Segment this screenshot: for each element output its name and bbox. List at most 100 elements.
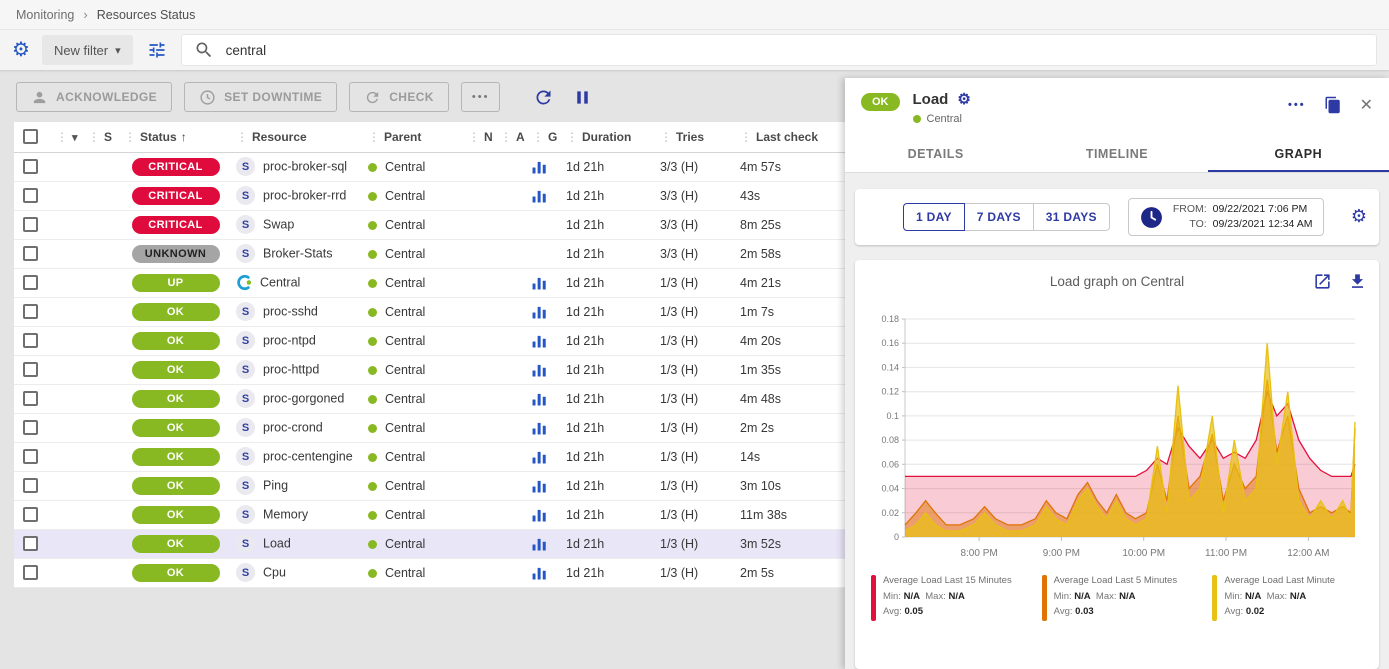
- graph-icon[interactable]: [532, 190, 547, 203]
- tune-filters-button[interactable]: [145, 38, 169, 62]
- row-checkbox[interactable]: [23, 333, 38, 349]
- acknowledge-button[interactable]: ACKNOWLEDGE: [16, 82, 173, 112]
- table-row[interactable]: OK S Ping Central 1d 21h 1/3 (H) 3m 10s: [14, 471, 845, 501]
- row-checkbox[interactable]: [23, 275, 38, 291]
- graph-icon[interactable]: [532, 277, 547, 290]
- column-header-last-check[interactable]: Last check: [756, 129, 819, 144]
- resource-name[interactable]: proc-broker-sql: [263, 159, 348, 174]
- from-to-picker[interactable]: FROM: 09/22/2021 7:06 PM TO: 09/23/2021 …: [1127, 198, 1324, 237]
- download-icon[interactable]: [1348, 272, 1367, 291]
- row-checkbox[interactable]: [23, 159, 38, 175]
- copy-link-button[interactable]: [1322, 94, 1344, 116]
- row-checkbox[interactable]: [23, 246, 38, 262]
- time-range-1-day[interactable]: 1 DAY: [903, 203, 965, 232]
- row-checkbox[interactable]: [23, 391, 38, 407]
- resource-name[interactable]: Broker-Stats: [263, 246, 333, 261]
- resource-name[interactable]: Load: [263, 536, 291, 551]
- open-in-new-icon[interactable]: [1313, 272, 1332, 291]
- row-checkbox[interactable]: [23, 536, 38, 552]
- table-row[interactable]: OK S Memory Central 1d 21h 1/3 (H) 11m 38s: [14, 500, 845, 530]
- filter-settings-gear-icon[interactable]: ⚙: [12, 39, 30, 61]
- column-header-severity[interactable]: S: [104, 129, 113, 144]
- resource-name[interactable]: Memory: [263, 507, 309, 522]
- graph-icon[interactable]: [532, 306, 547, 319]
- graph-icon[interactable]: [532, 480, 547, 493]
- resource-name[interactable]: Cpu: [263, 565, 286, 580]
- table-row[interactable]: OK S Cpu Central 1d 21h 1/3 (H) 2m 5s: [14, 558, 845, 588]
- more-actions-button[interactable]: •••: [460, 82, 501, 112]
- table-row[interactable]: OK S Load Central 1d 21h 1/3 (H) 3m 52s: [14, 529, 845, 559]
- tab-details[interactable]: DETAILS: [907, 147, 964, 161]
- resource-name[interactable]: Swap: [263, 217, 295, 232]
- close-panel-icon[interactable]: ✕: [1359, 97, 1373, 114]
- time-range-31-days[interactable]: 31 DAYS: [1032, 203, 1110, 232]
- table-row[interactable]: UNKNOWN S Broker-Stats Central 1d 21h 3/3 (H)…: [14, 239, 845, 269]
- graph-icon[interactable]: [532, 567, 547, 580]
- column-header-duration[interactable]: Duration: [582, 129, 632, 144]
- column-header-graph[interactable]: G: [548, 129, 558, 144]
- service-settings-gear-icon[interactable]: ⚙: [957, 91, 971, 108]
- column-header-resource[interactable]: Resource: [252, 129, 307, 144]
- graph-icon[interactable]: [532, 509, 547, 522]
- time-range-7-days[interactable]: 7 DAYS: [963, 203, 1034, 232]
- column-header-tries[interactable]: Tries: [676, 129, 705, 144]
- graph-icon[interactable]: [532, 422, 547, 435]
- row-checkbox[interactable]: [23, 478, 38, 494]
- resource-name[interactable]: proc-sshd: [263, 304, 318, 319]
- chevron-down-icon[interactable]: ▾: [72, 131, 78, 144]
- column-header-notification[interactable]: N: [484, 129, 493, 144]
- row-checkbox[interactable]: [23, 420, 38, 436]
- resource-name[interactable]: proc-ntpd: [263, 333, 316, 348]
- resource-name[interactable]: Ping: [263, 478, 289, 493]
- panel-more-icon[interactable]: •••: [1288, 99, 1306, 111]
- pause-auto-refresh-button[interactable]: [569, 84, 596, 111]
- graph-icon[interactable]: [532, 451, 547, 464]
- search-box[interactable]: [180, 34, 1377, 66]
- resource-name[interactable]: proc-gorgoned: [263, 391, 345, 406]
- row-checkbox[interactable]: [23, 304, 38, 320]
- resource-name[interactable]: proc-crond: [263, 420, 323, 435]
- graph-icon[interactable]: [532, 161, 547, 174]
- graph-icon[interactable]: [532, 538, 547, 551]
- row-checkbox[interactable]: [23, 507, 38, 523]
- select-all-checkbox[interactable]: [23, 129, 38, 145]
- tab-graph[interactable]: GRAPH: [1207, 134, 1389, 172]
- resource-name[interactable]: proc-broker-rrd: [263, 188, 347, 203]
- row-checkbox[interactable]: [23, 188, 38, 204]
- breadcrumb-item-monitoring[interactable]: Monitoring: [16, 7, 75, 22]
- resource-name[interactable]: proc-httpd: [263, 362, 320, 377]
- row-checkbox[interactable]: [23, 565, 38, 581]
- graph-icon[interactable]: [532, 364, 547, 377]
- sort-asc-icon[interactable]: ↑: [180, 129, 187, 144]
- column-header-status[interactable]: Status: [140, 129, 177, 144]
- graph-icon[interactable]: [532, 393, 547, 406]
- table-row[interactable]: CRITICAL S Swap Central 1d 21h 3/3 (H) 8m 25s: [14, 210, 845, 240]
- set-downtime-button[interactable]: SET DOWNTIME: [184, 82, 338, 112]
- legend-item[interactable]: Average Load Last 15 Minutes Min: N/A Max…: [871, 573, 1022, 622]
- column-header-parent[interactable]: Parent: [384, 129, 422, 144]
- graph-settings-button[interactable]: ⚙: [1351, 207, 1367, 227]
- resource-name[interactable]: Central: [260, 275, 301, 290]
- row-checkbox[interactable]: [23, 217, 38, 233]
- tab-timeline[interactable]: TIMELINE: [1085, 147, 1149, 161]
- new-filter-dropdown[interactable]: New filter ▾: [41, 35, 133, 65]
- graph-icon[interactable]: [532, 335, 547, 348]
- search-input[interactable]: [223, 41, 1364, 59]
- resource-name[interactable]: proc-centengine: [263, 449, 353, 464]
- table-row[interactable]: UP Central Central 1d 21h 1/3 (H) 4m 21s: [14, 268, 845, 298]
- row-checkbox[interactable]: [23, 449, 38, 465]
- legend-item[interactable]: Average Load Last 5 Minutes Min: N/A Max:…: [1041, 573, 1193, 622]
- row-checkbox[interactable]: [23, 362, 38, 378]
- check-button[interactable]: CHECK: [349, 82, 449, 112]
- load-chart-svg[interactable]: 0 0.02 0.04 0.06 0.08 0.1 0.12 0.14 0.16 0.18 8:00…: [867, 311, 1367, 563]
- legend-item[interactable]: Average Load Last Minute Min: N/A Max: N/…: [1212, 573, 1363, 622]
- refresh-button[interactable]: [530, 84, 557, 111]
